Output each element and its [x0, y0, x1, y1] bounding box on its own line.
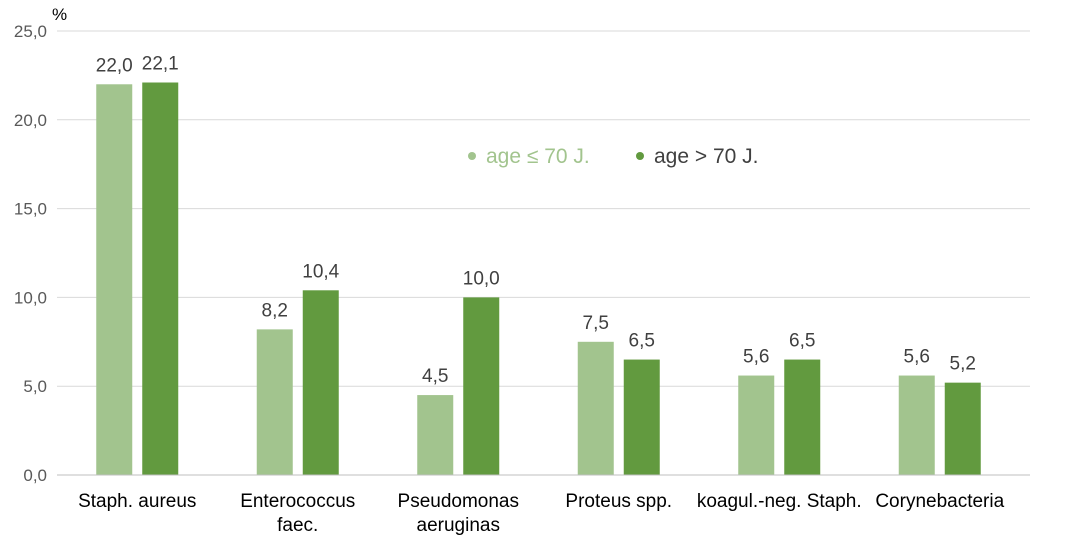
- category-label: Staph. aureus: [78, 491, 196, 512]
- y-tick-label: 0,0: [23, 466, 47, 485]
- data-label: 22,0: [96, 55, 133, 76]
- data-label: 6,5: [629, 331, 655, 352]
- category-label: Corynebacteria: [875, 491, 1004, 512]
- category-label: aeruginas: [417, 515, 500, 536]
- bar-series-2: [944, 382, 981, 475]
- y-tick-label: 25,0: [14, 22, 47, 41]
- legend-label: age ≤ 70 J.: [486, 145, 590, 168]
- category-labels: Staph. aureus Enterococcus faec. Pseudomona…: [78, 491, 1005, 536]
- bar-series-2: [784, 359, 821, 475]
- data-label: 6,5: [789, 331, 815, 352]
- category-label: Enterococcus: [240, 491, 355, 512]
- data-label: 10,0: [463, 268, 500, 289]
- bar-series-2: [463, 297, 500, 475]
- bar-series-2: [623, 359, 660, 475]
- category-label: Pseudomonas: [398, 491, 519, 512]
- category-label: koagul.-neg. Staph.: [697, 491, 862, 512]
- y-tick-label: 10,0: [14, 288, 47, 307]
- y-axis-ticks: 0,0 5,0 10,0 15,0 20,0 25,0: [14, 22, 47, 485]
- data-label: 5,6: [904, 347, 930, 368]
- data-label: 5,6: [743, 347, 769, 368]
- y-tick-label: 20,0: [14, 111, 47, 130]
- y-tick-label: 15,0: [14, 200, 47, 219]
- data-labels: 22,0 22,1 8,2 10,4 4,5 10,0 7,5 6,5 5,6 6,5 5,6 5,2: [96, 54, 976, 388]
- bar-series-1: [256, 329, 293, 475]
- legend-marker: [636, 152, 644, 160]
- bars: [96, 82, 981, 475]
- legend-marker: [468, 152, 476, 160]
- bar-series-2: [302, 290, 339, 475]
- data-label: 22,1: [142, 54, 179, 75]
- data-label: 4,5: [422, 366, 448, 387]
- bar-series-1: [417, 395, 454, 475]
- category-label: faec.: [277, 515, 318, 536]
- data-label: 8,2: [262, 300, 288, 321]
- bar-series-1: [577, 341, 614, 475]
- bar-series-1: [738, 375, 775, 475]
- data-label: 5,2: [950, 354, 976, 375]
- bar-series-2: [142, 82, 179, 475]
- y-axis-unit: %: [52, 5, 67, 24]
- y-tick-label: 5,0: [23, 377, 47, 396]
- legend: age ≤ 70 J. age > 70 J.: [468, 145, 759, 168]
- gridlines: [57, 30, 1030, 387]
- category-label: Proteus spp.: [565, 491, 672, 512]
- bar-series-1: [898, 375, 935, 475]
- legend-label: age > 70 J.: [654, 145, 759, 168]
- data-label: 10,4: [302, 261, 339, 282]
- data-label: 7,5: [583, 313, 609, 334]
- bar-series-1: [96, 84, 133, 475]
